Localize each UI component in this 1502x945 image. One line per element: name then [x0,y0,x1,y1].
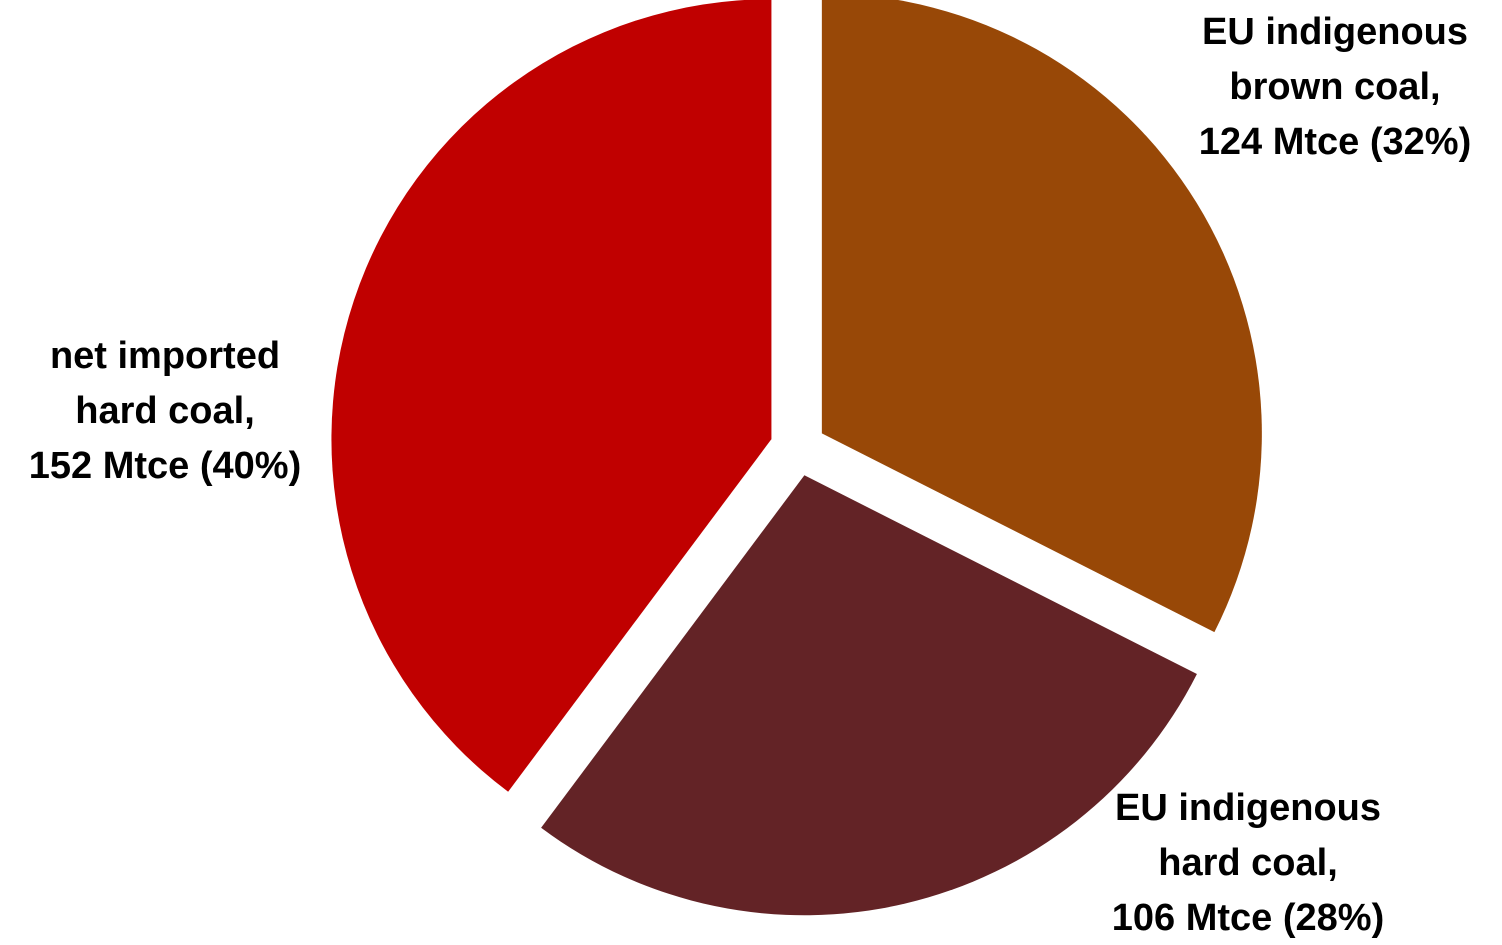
slice-label-eu-indigenous-brown-coal: EU indigenous brown coal, 124 Mtce (32%) [1199,11,1471,163]
pie-slices [331,0,1262,916]
slice-label-line: EU indigenous [1115,787,1381,829]
slice-label-line: hard coal, [75,390,255,432]
slice-label-line: 152 Mtce (40%) [29,445,301,487]
slice-label-line: 106 Mtce (28%) [1112,897,1384,939]
slice-label-line: hard coal, [1158,842,1338,884]
pie-slice-eu-indigenous-brown-coal [821,0,1262,633]
pie-slice-eu-indigenous-hard-coal [541,475,1197,916]
slice-label-line: brown coal, [1229,66,1440,108]
slice-label-line: EU indigenous [1202,11,1468,53]
slice-labels: EU indigenous brown coal, 124 Mtce (32%)EU… [29,11,1471,939]
slice-label-net-imported-hard-coal: net imported hard coal, 152 Mtce (40%) [29,335,301,487]
slice-label-line: 124 Mtce (32%) [1199,121,1471,163]
slice-label-line: net imported [50,335,280,377]
pie-slice-net-imported-hard-coal [331,0,772,792]
slice-label-eu-indigenous-hard-coal: EU indigenous hard coal, 106 Mtce (28%) [1112,787,1384,939]
